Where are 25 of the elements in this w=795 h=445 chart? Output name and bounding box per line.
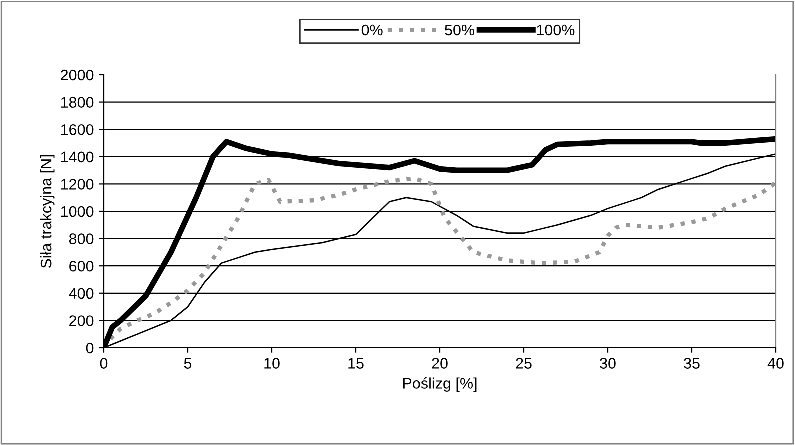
x-tick-label: 35 bbox=[684, 358, 700, 369]
legend-label: 50% bbox=[445, 24, 475, 36]
y-tick-label: 0 bbox=[86, 342, 94, 354]
y-tick-label: 2000 bbox=[61, 70, 94, 81]
x-tick-label: 20 bbox=[432, 358, 448, 369]
legend-label: 0% bbox=[362, 24, 383, 36]
x-tick-label: 10 bbox=[264, 358, 280, 369]
x-axis-title: Poślizg [%] bbox=[403, 378, 477, 392]
x-tick-label: 30 bbox=[600, 358, 616, 369]
y-tick-label: 1200 bbox=[61, 179, 94, 190]
y-tick-label: 600 bbox=[70, 260, 94, 272]
y-tick-label: 1000 bbox=[61, 206, 94, 218]
y-tick-label: 800 bbox=[69, 234, 94, 244]
x-tick-label: 0 bbox=[100, 358, 108, 369]
y-tick-label: 1600 bbox=[61, 124, 94, 136]
y-tick-label: 1400 bbox=[61, 152, 94, 163]
y-tick-label: 1800 bbox=[61, 97, 94, 108]
y-tick-label: 200 bbox=[70, 316, 94, 326]
x-tick-label: 40 bbox=[768, 358, 784, 369]
x-tick-label: 5 bbox=[184, 358, 192, 369]
legend-label: 100% bbox=[537, 24, 575, 36]
x-tick-label: 15 bbox=[348, 358, 364, 369]
x-tick-label: 25 bbox=[516, 358, 532, 369]
y-axis-title: Siła trakcyjna [N] bbox=[40, 155, 55, 268]
y-tick-label: 400 bbox=[69, 288, 94, 300]
